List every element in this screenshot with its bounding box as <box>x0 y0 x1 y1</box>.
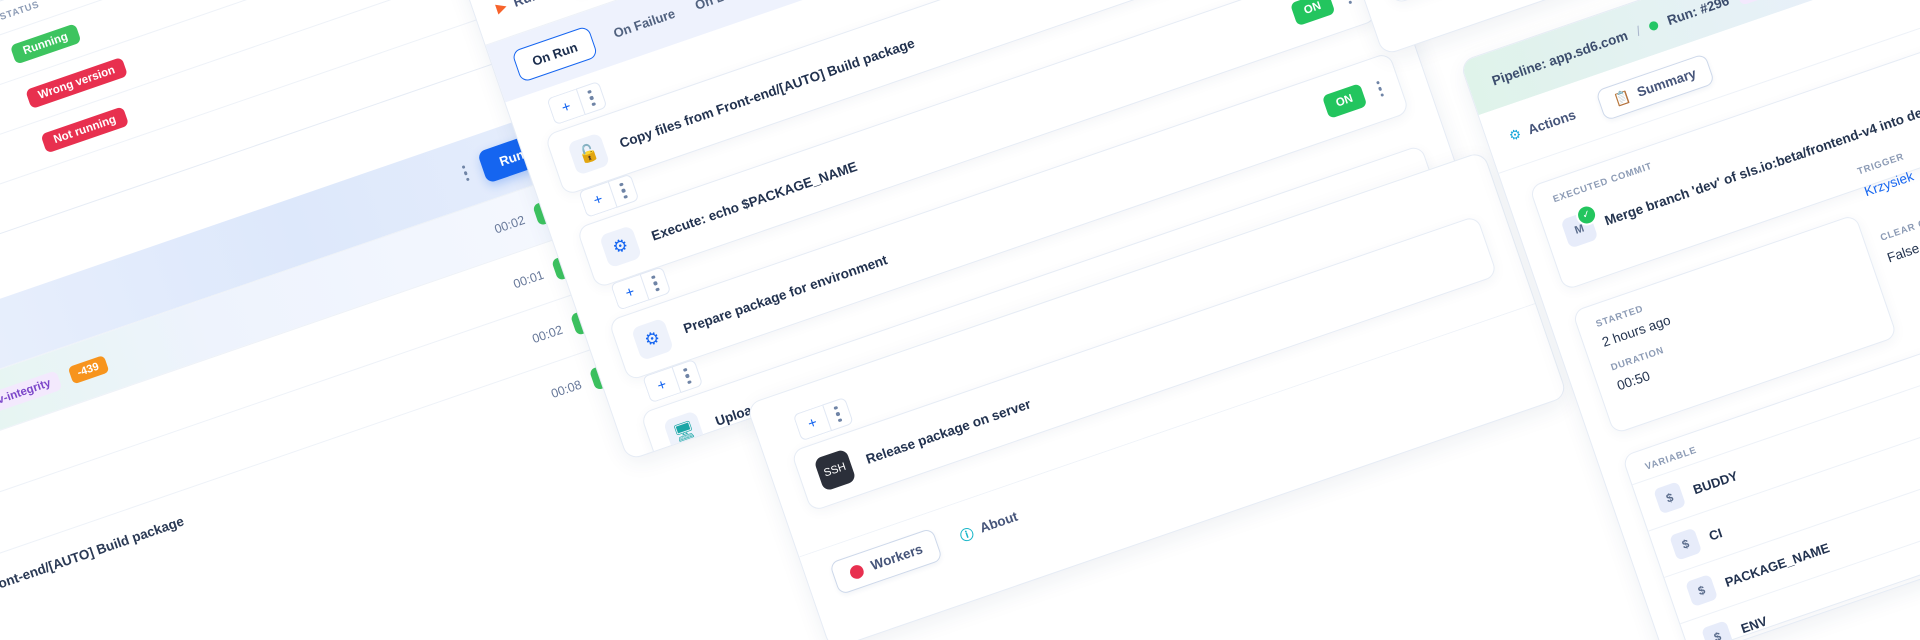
run-duration: 00:01 <box>511 267 546 291</box>
clear-cache-label: CLEAR CACHE <box>1878 208 1920 244</box>
clear-cache-field: CLEAR CACHE False <box>1879 208 1920 265</box>
tab-on-failure[interactable]: On Failure <box>611 5 677 41</box>
action-toggle[interactable]: ON <box>1322 83 1367 119</box>
variable-type-icon: $ <box>1685 573 1719 608</box>
gears-icon: ⚙ <box>598 225 643 269</box>
tab-on-run[interactable]: On Run <box>510 24 599 83</box>
action-toggle[interactable]: ON <box>1290 0 1336 27</box>
tab-on-back-to-green[interactable]: On Back to Green <box>693 0 802 12</box>
run-duration: 00:02 <box>492 212 527 236</box>
actions-gear-icon: ⚙ <box>1506 125 1524 144</box>
copy-files-icon: 🔓 <box>567 132 611 176</box>
ssh-terminal-icon: SSH <box>813 448 857 492</box>
info-icon: ⓘ <box>958 525 976 544</box>
run-duration: 00:02 <box>530 322 565 346</box>
breadcrumb-run: Run: #296 <box>1665 0 1731 28</box>
variable-type-icon: $ <box>1669 527 1703 561</box>
tab-about[interactable]: ⓘ About <box>958 508 1020 544</box>
more-options-icon[interactable] <box>1344 0 1353 5</box>
run-duration: 00:08 <box>549 377 584 401</box>
more-options-icon[interactable] <box>1375 80 1385 98</box>
tab-workers[interactable]: ⬤ Workers <box>828 527 943 595</box>
tab-actions[interactable]: ⚙ Actions <box>1506 107 1578 144</box>
workers-icon: ⬤ <box>846 561 867 581</box>
gears-icon: ⚙ <box>630 317 675 361</box>
diff-badge: -439 <box>67 354 109 385</box>
variable-type-icon: $ <box>1701 620 1735 640</box>
variable-type-icon: $ <box>1653 481 1687 515</box>
summary-clipboard-icon: 📋 <box>1611 87 1633 108</box>
upload-server-icon: 🖥 <box>662 410 707 454</box>
more-options-icon[interactable] <box>461 164 471 182</box>
runs-play-icon: ▶ <box>493 0 509 16</box>
status-dot-icon <box>1648 19 1660 31</box>
breadcrumb-separator: / <box>1634 22 1643 39</box>
tab-runs[interactable]: ▶ Runs <box>494 0 549 16</box>
commit-type-badge: M ✓ <box>1560 201 1600 249</box>
summary-card: Pipeline: app.sd6.com / Run: #296 ⑂ dev-… <box>1459 0 1920 640</box>
